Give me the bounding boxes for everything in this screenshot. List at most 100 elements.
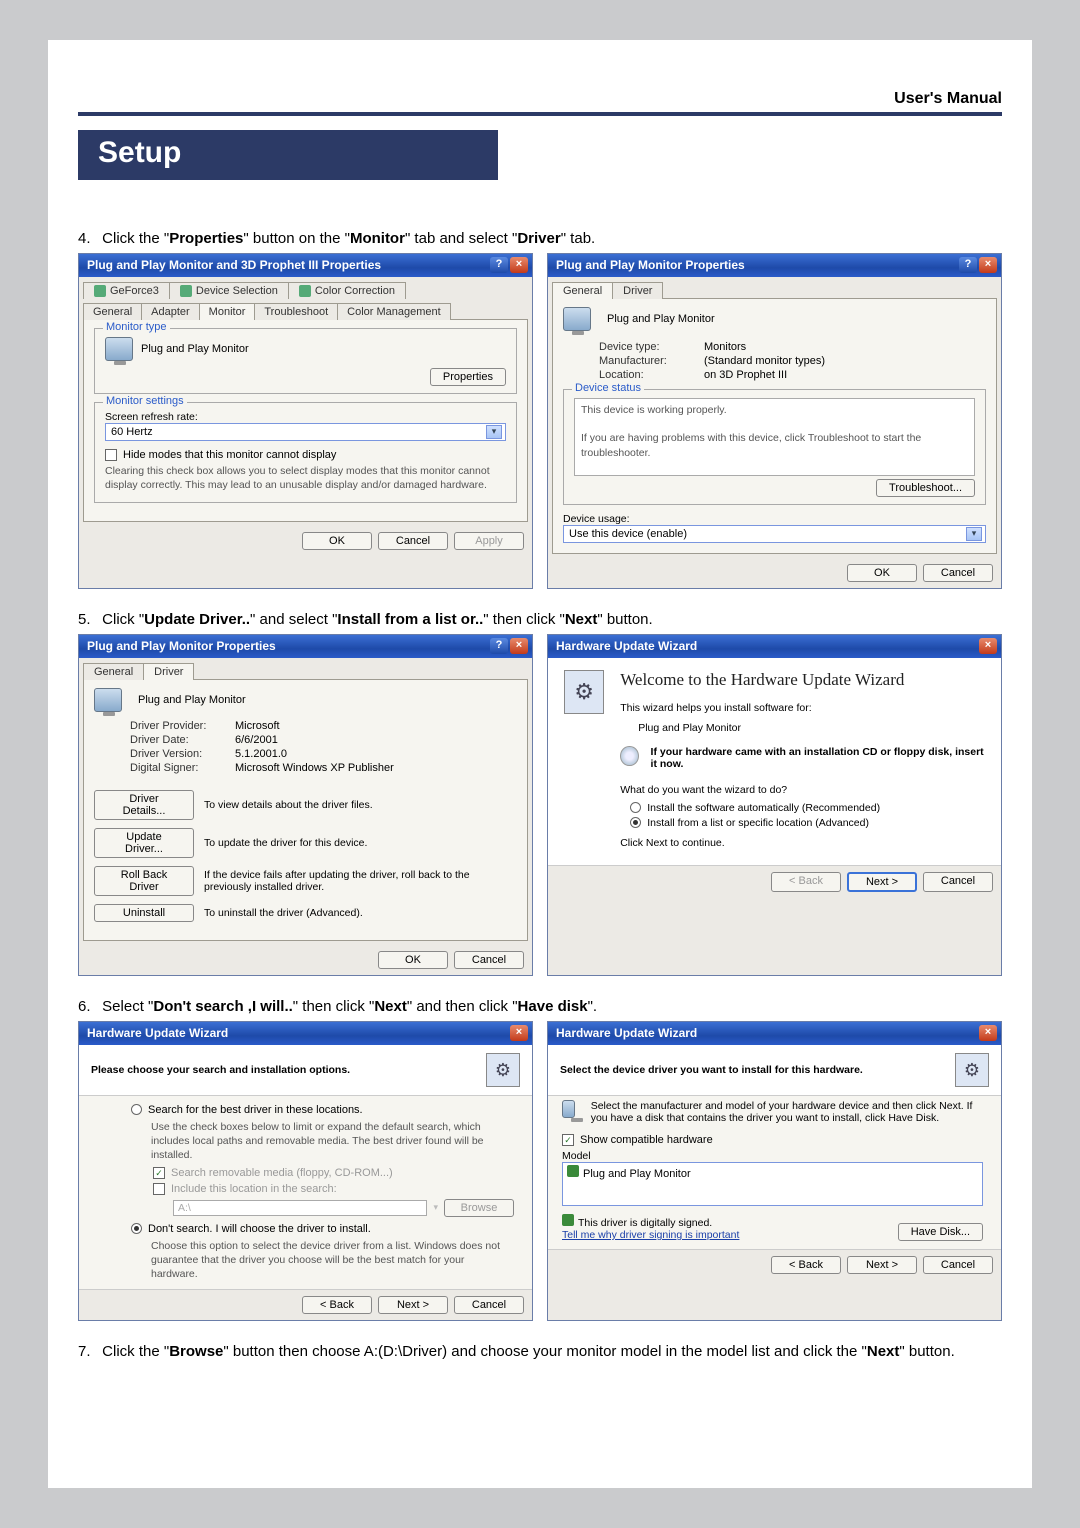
have-disk-button[interactable]: Have Disk... (898, 1223, 983, 1241)
driver-version-value: 5.1.2001.0 (235, 748, 287, 760)
tab-troubleshoot[interactable]: Troubleshoot (254, 303, 338, 320)
hide-modes-checkbox[interactable] (105, 449, 117, 461)
update-driver-button[interactable]: Update Driver... (94, 828, 194, 858)
cd-hint: If your hardware came with an installati… (651, 746, 985, 770)
location-label: Location: (599, 369, 694, 381)
select-driver-instructions: Select the manufacturer and model of you… (591, 1100, 983, 1124)
chevron-down-icon[interactable]: ▾ (966, 527, 982, 541)
cancel-button[interactable]: Cancel (378, 532, 448, 550)
tab-geforce3[interactable]: GeForce3 (83, 282, 170, 299)
back-button[interactable]: < Back (771, 1256, 841, 1274)
help-icon[interactable]: ? (490, 257, 508, 273)
provider-label: Driver Provider: (130, 720, 225, 732)
tab-color-correction[interactable]: Color Correction (288, 282, 406, 299)
cancel-button[interactable]: Cancel (923, 564, 993, 582)
close-icon[interactable]: × (979, 257, 997, 273)
hardware-wizard-select-driver: Hardware Update Wizard × Select the devi… (547, 1021, 1002, 1321)
wizard-header-text: Select the device driver you want to ins… (560, 1064, 863, 1076)
browse-button: Browse (444, 1199, 514, 1217)
hardware-wizard-search-options: Hardware Update Wizard × Please choose y… (78, 1021, 533, 1321)
rollback-driver-button[interactable]: Roll Back Driver (94, 866, 194, 896)
driver-details-desc: To view details about the driver files. (204, 790, 517, 820)
close-icon[interactable]: × (510, 638, 528, 654)
refresh-rate-dropdown[interactable]: 60 Hertz▾ (105, 423, 506, 441)
tab-general[interactable]: General (83, 663, 144, 680)
radio-search[interactable] (131, 1104, 142, 1115)
step-7: 7. Click the "Browse" button then choose… (78, 1343, 1002, 1360)
wizard-intro: This wizard helps you install software f… (620, 702, 985, 714)
tab-driver[interactable]: Driver (143, 663, 194, 680)
help-icon[interactable]: ? (959, 257, 977, 273)
monitor-icon (562, 1100, 575, 1118)
step-4: 4. Click the "Properties" button on the … (78, 230, 1002, 247)
device-type-value: Monitors (704, 341, 746, 353)
next-button[interactable]: Next > (378, 1296, 448, 1314)
rollback-driver-desc: If the device fails after updating the d… (204, 866, 517, 896)
uninstall-button[interactable]: Uninstall (94, 904, 194, 922)
monitor-icon (563, 307, 591, 331)
model-listbox[interactable]: Plug and Play Monitor (562, 1162, 983, 1206)
why-signing-link[interactable]: Tell me why driver signing is important (562, 1229, 739, 1241)
radio-auto-install[interactable] (630, 802, 641, 813)
provider-value: Microsoft (235, 720, 280, 732)
close-icon[interactable]: × (510, 257, 528, 273)
next-button[interactable]: Next > (847, 872, 917, 892)
help-icon[interactable]: ? (490, 638, 508, 654)
props-3dprophet-dialog: Plug and Play Monitor and 3D Prophet III… (78, 253, 533, 589)
model-item[interactable]: Plug and Play Monitor (583, 1168, 691, 1180)
wizard-icon: ⚙ (486, 1053, 520, 1087)
next-button[interactable]: Next > (847, 1256, 917, 1274)
ok-button[interactable]: OK (302, 532, 372, 550)
chk-show-compatible[interactable]: ✓ (562, 1134, 574, 1146)
radio-install-from-list[interactable] (630, 817, 641, 828)
cancel-button[interactable]: Cancel (923, 1256, 993, 1274)
back-button[interactable]: < Back (302, 1296, 372, 1314)
properties-button[interactable]: Properties (430, 368, 506, 386)
nvidia-icon (299, 285, 311, 297)
cancel-button[interactable]: Cancel (454, 1296, 524, 1314)
radio-list-label: Install from a list or specific location… (647, 817, 869, 829)
close-icon[interactable]: × (979, 1025, 997, 1041)
tab-driver[interactable]: Driver (612, 282, 663, 299)
click-next-hint: Click Next to continue. (620, 837, 985, 849)
radio-dont-search[interactable] (131, 1223, 142, 1234)
ok-button[interactable]: OK (378, 951, 448, 969)
location-input: A:\ (173, 1200, 427, 1216)
dialog-title: Hardware Update Wizard (556, 639, 697, 653)
signer-label: Digital Signer: (130, 762, 225, 774)
chk-removable-label: Search removable media (floppy, CD-ROM..… (171, 1167, 393, 1179)
tab-color-management[interactable]: Color Management (337, 303, 451, 320)
monitor-name: Plug and Play Monitor (138, 694, 246, 706)
driver-details-button[interactable]: Driver Details... (94, 790, 194, 820)
driver-version-label: Driver Version: (130, 748, 225, 760)
monitor-props-driver-dialog: Plug and Play Monitor Properties ? × Gen… (78, 634, 533, 976)
tab-general[interactable]: General (552, 282, 613, 299)
nvidia-icon (94, 285, 106, 297)
device-usage-dropdown[interactable]: Use this device (enable)▾ (563, 525, 986, 543)
tab-monitor[interactable]: Monitor (199, 303, 256, 320)
signer-value: Microsoft Windows XP Publisher (235, 762, 394, 774)
chk-include-label: Include this location in the search: (171, 1183, 337, 1195)
device-status-legend: Device status (572, 382, 644, 394)
tab-general[interactable]: General (83, 303, 142, 320)
ok-button[interactable]: OK (847, 564, 917, 582)
close-icon[interactable]: × (510, 1025, 528, 1041)
radio-search-desc: Use the check boxes below to limit or ex… (151, 1120, 514, 1163)
dialog-title: Plug and Play Monitor Properties (87, 639, 276, 653)
close-icon[interactable]: × (979, 638, 997, 654)
cancel-button[interactable]: Cancel (923, 872, 993, 892)
wizard-icon: ⚙ (955, 1053, 989, 1087)
dialog-title: Plug and Play Monitor Properties (556, 258, 745, 272)
device-status-text: This device is working properly. If you … (574, 398, 975, 476)
troubleshoot-button[interactable]: Troubleshoot... (876, 479, 975, 497)
manufacturer-value: (Standard monitor types) (704, 355, 825, 367)
cancel-button[interactable]: Cancel (454, 951, 524, 969)
back-button: < Back (771, 872, 841, 892)
signed-icon (562, 1214, 574, 1226)
device-type-label: Device type: (599, 341, 694, 353)
tab-device-selection[interactable]: Device Selection (169, 282, 289, 299)
monitor-name: Plug and Play Monitor (607, 313, 715, 325)
tab-adapter[interactable]: Adapter (141, 303, 200, 320)
chevron-down-icon[interactable]: ▾ (486, 425, 502, 439)
hardware-wizard-welcome: Hardware Update Wizard × ⚙ Welcome to th… (547, 634, 1002, 976)
